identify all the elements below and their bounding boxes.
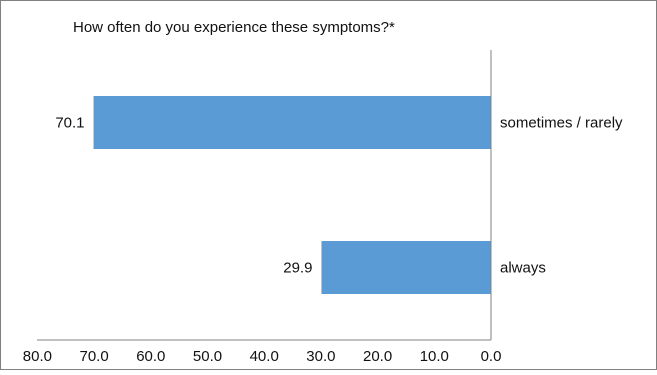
category-label: always bbox=[500, 260, 546, 277]
x-tick-label: 20.0 bbox=[363, 348, 392, 365]
x-tick-label: 0.0 bbox=[481, 348, 502, 365]
chart-title: How often do you experience these sympto… bbox=[73, 19, 395, 36]
bar bbox=[321, 241, 491, 294]
x-tick-label: 50.0 bbox=[193, 348, 222, 365]
x-tick-label: 70.0 bbox=[79, 348, 108, 365]
x-tick-label: 40.0 bbox=[250, 348, 279, 365]
x-tick-label: 60.0 bbox=[136, 348, 165, 365]
bar bbox=[93, 96, 492, 149]
axis-layer: 80.0 70.0 60.0 50.0 40.0 30.0 20.0 10.0 0.0 bbox=[23, 50, 502, 365]
x-tick-label: 30.0 bbox=[306, 348, 335, 365]
data-label: 70.1 bbox=[55, 115, 84, 132]
x-tick-label: 10.0 bbox=[420, 348, 449, 365]
x-tick-label: 80.0 bbox=[23, 348, 52, 365]
data-label: 29.9 bbox=[283, 260, 312, 277]
category-label: sometimes / rarely bbox=[500, 115, 623, 132]
bars-layer: 70.1 sometimes / rarely 29.9 always bbox=[55, 96, 623, 294]
